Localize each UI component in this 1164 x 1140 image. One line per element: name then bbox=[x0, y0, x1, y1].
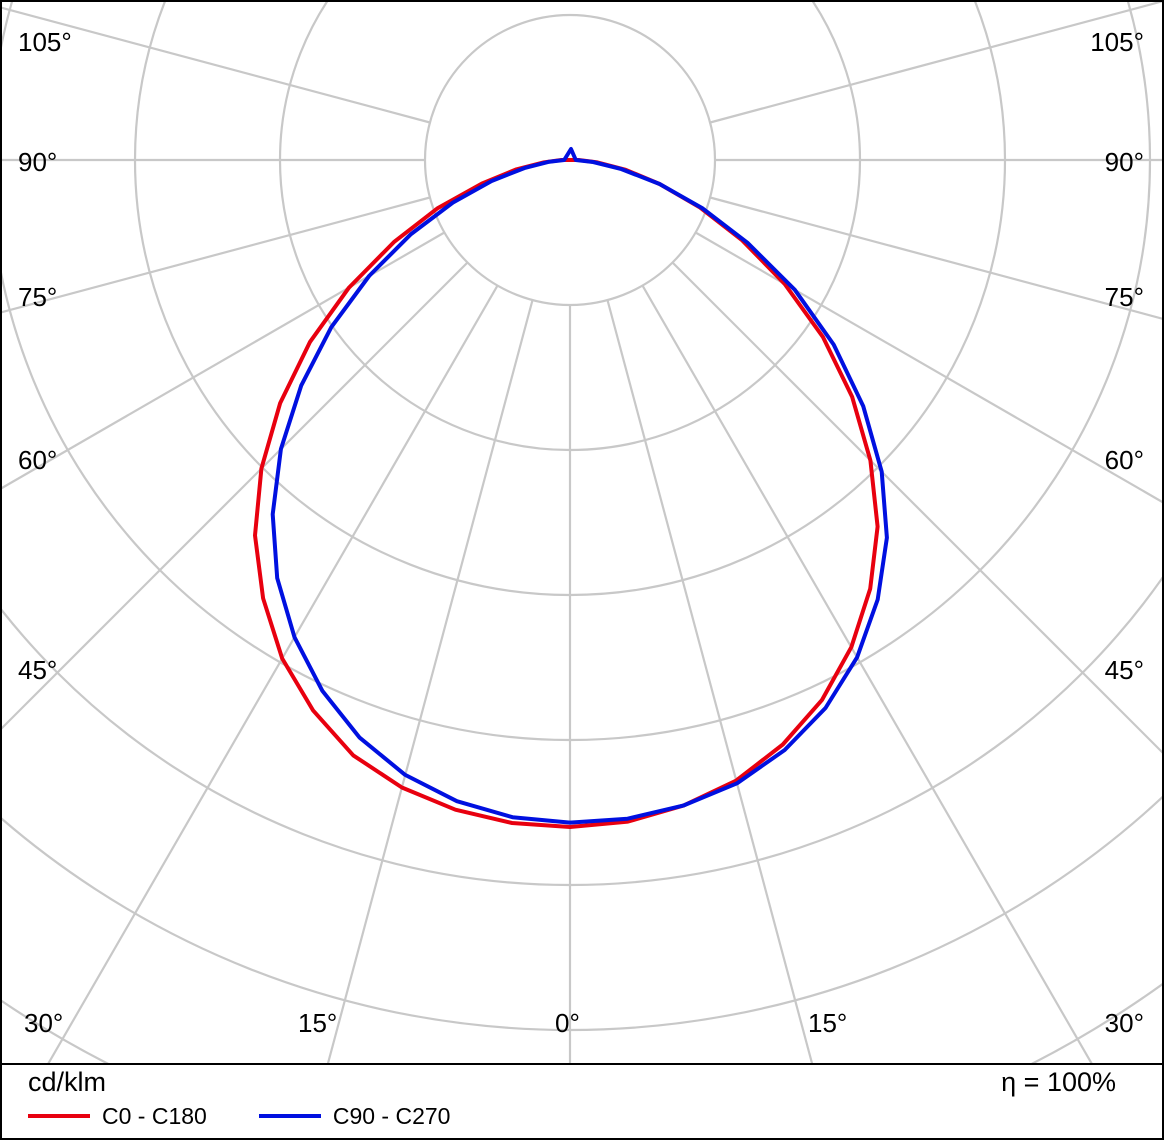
angle-label-bottom-30-right: 30° bbox=[1104, 1008, 1144, 1038]
angle-label-left-90: 90° bbox=[18, 147, 58, 177]
angle-label-right-90: 90° bbox=[1104, 147, 1144, 177]
footer: cd/klm η = 100% C0 - C180 C90 - C270 bbox=[2, 1065, 1162, 1138]
angle-label-left-105: 105° bbox=[18, 27, 72, 57]
unit-label: cd/klm bbox=[28, 1067, 107, 1097]
angle-label-bottom-30-left: 30° bbox=[24, 1008, 64, 1038]
angle-label-left-75: 75° bbox=[18, 282, 58, 312]
legend-label-c90-c270: C90 - C270 bbox=[332, 1103, 451, 1129]
angle-label-right-105: 105° bbox=[1090, 27, 1144, 57]
angle-label-right-60: 60° bbox=[1104, 445, 1144, 475]
angle-label-left-60: 60° bbox=[18, 445, 58, 475]
legend-line-blue-icon bbox=[258, 1114, 321, 1118]
footer-row: cd/klm η = 100% bbox=[28, 1067, 1136, 1098]
legend-item-c0-c180: C0 - C180 bbox=[28, 1103, 207, 1129]
angle-label-left-45: 45° bbox=[18, 655, 58, 685]
efficiency-label: η = 100% bbox=[1001, 1067, 1116, 1097]
legend-label-c0-c180: C0 - C180 bbox=[102, 1103, 207, 1129]
angle-label-bottom-15-left: 15° bbox=[298, 1008, 338, 1038]
polar-chart-svg bbox=[2, 2, 1162, 1063]
angle-label-bottom-0: 0° bbox=[555, 1008, 580, 1038]
legend: C0 - C180 C90 - C270 bbox=[28, 1103, 1136, 1129]
legend-item-c90-c270: C90 - C270 bbox=[258, 1103, 451, 1129]
angle-label-right-45: 45° bbox=[1104, 655, 1144, 685]
angle-label-bottom-15-right: 15° bbox=[808, 1008, 848, 1038]
angle-label-right-75: 75° bbox=[1104, 282, 1144, 312]
polar-chart-area: 105° 90° 75° 60° 45° 30° 15° 0° 15° 30° … bbox=[2, 2, 1162, 1065]
legend-line-red-icon bbox=[28, 1114, 90, 1118]
